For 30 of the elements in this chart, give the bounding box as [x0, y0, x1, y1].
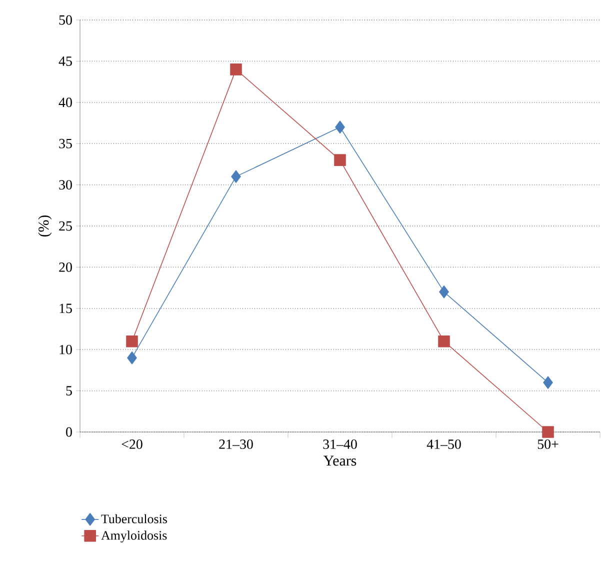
y-axis-title: (%) — [38, 215, 52, 237]
x-tick-label: 41–50 — [426, 440, 461, 449]
y-tick-label: 40 — [58, 98, 72, 108]
y-tick-label: 35 — [59, 138, 72, 148]
y-tick-label: 25 — [59, 221, 72, 231]
point — [543, 376, 553, 389]
y-tick-label: 5 — [66, 386, 72, 396]
point — [231, 170, 241, 183]
x-axis-title: Years — [324, 456, 356, 466]
y-tick-label: 50 — [59, 15, 72, 25]
y-tick-label: 0 — [66, 427, 72, 437]
y-tick-label: 30 — [59, 180, 72, 190]
point — [127, 351, 137, 364]
y-tick-label: 20 — [59, 262, 72, 272]
point — [542, 426, 554, 438]
point — [230, 64, 242, 76]
point — [438, 335, 450, 348]
x-tick-label: 21–30 — [219, 440, 253, 449]
x-tick-label: 31–40 — [323, 440, 357, 449]
point — [439, 286, 449, 298]
legend-label: Tuberculosis — [101, 514, 167, 524]
y-tick-label: 45 — [58, 56, 72, 66]
point — [335, 120, 345, 134]
point — [334, 154, 346, 166]
y-tick-label: 15 — [60, 304, 72, 314]
legend-label: Amyloidosis — [101, 530, 167, 542]
y-tick-label: 10 — [60, 344, 72, 354]
x-tick-label: <20 — [122, 440, 142, 449]
point — [126, 335, 138, 348]
x-tick-label: 50+ — [538, 440, 558, 449]
